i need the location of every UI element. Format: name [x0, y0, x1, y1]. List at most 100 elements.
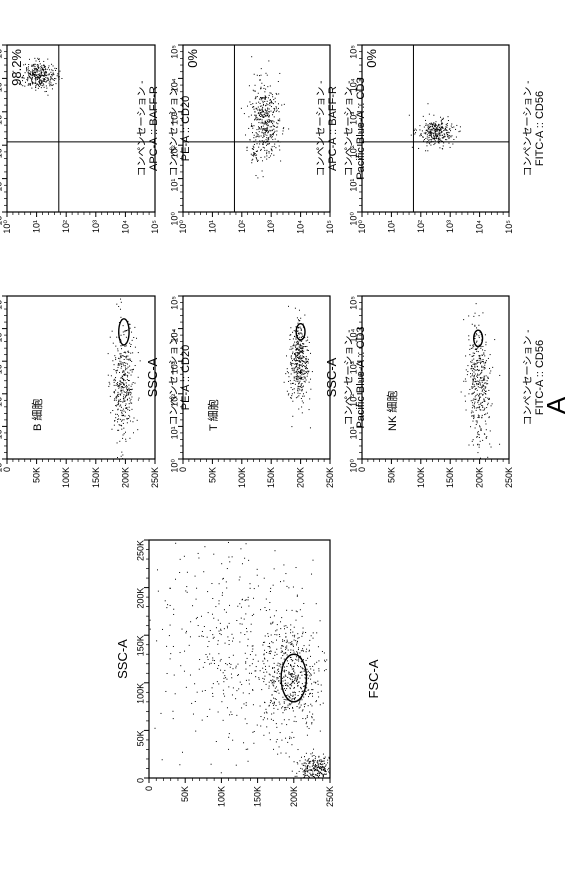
event-dot — [262, 137, 263, 138]
event-dot — [108, 353, 109, 354]
event-dot — [260, 609, 261, 610]
event-dot — [306, 365, 307, 366]
event-dot — [455, 129, 456, 130]
event-dot — [267, 113, 268, 114]
event-dot — [482, 391, 483, 392]
event-dot — [482, 355, 483, 356]
event-dot — [299, 337, 300, 338]
event-dot — [223, 690, 224, 691]
event-dot — [314, 768, 315, 769]
event-dot — [150, 629, 151, 630]
event-dot — [124, 375, 125, 376]
event-dot — [302, 412, 303, 413]
event-dot — [122, 415, 123, 416]
plot-frame — [149, 540, 330, 778]
event-dot — [252, 103, 253, 104]
event-dot — [253, 125, 254, 126]
quadrant-percentage: 0% — [185, 49, 200, 68]
event-dot — [289, 736, 290, 737]
event-dot — [45, 68, 46, 69]
event-dot — [115, 390, 116, 391]
event-dot — [447, 123, 448, 124]
event-dot — [225, 663, 226, 664]
event-dot — [129, 416, 130, 417]
event-dot — [117, 382, 118, 383]
event-dot — [243, 692, 244, 693]
event-dot — [257, 75, 258, 76]
event-dot — [297, 344, 298, 345]
event-dot — [245, 718, 246, 719]
event-dot — [292, 383, 293, 384]
event-dot — [302, 373, 303, 374]
event-dot — [309, 773, 310, 774]
event-dot — [222, 592, 223, 593]
event-dot — [245, 613, 246, 614]
event-dot — [114, 364, 115, 365]
event-dot — [46, 81, 47, 82]
event-dot — [280, 161, 281, 162]
event-dot — [265, 121, 266, 122]
event-dot — [298, 377, 299, 378]
event-dot — [301, 352, 302, 353]
event-dot — [31, 66, 32, 67]
y-axis-title: SSC-A — [145, 357, 160, 397]
event-dot — [44, 78, 45, 79]
event-dot — [218, 683, 219, 684]
event-dot — [429, 134, 430, 135]
event-dot — [299, 310, 300, 311]
event-dot — [297, 638, 298, 639]
event-dot — [281, 658, 282, 659]
event-dot — [266, 159, 267, 160]
event-dot — [50, 76, 51, 77]
event-dot — [120, 425, 121, 426]
event-dot — [250, 588, 251, 589]
event-dot — [309, 763, 310, 764]
event-dot — [302, 648, 303, 649]
event-dot — [308, 371, 309, 372]
event-dot — [303, 371, 304, 372]
event-dot — [231, 674, 232, 675]
event-dot — [120, 357, 121, 358]
event-dot — [276, 108, 277, 109]
event-dot — [427, 136, 428, 137]
event-dot — [180, 652, 181, 653]
event-dot — [274, 568, 275, 569]
event-dot — [186, 631, 187, 632]
event-dot — [25, 64, 26, 65]
event-dot — [299, 637, 300, 638]
event-dot — [54, 80, 55, 81]
event-dot — [255, 153, 256, 154]
event-dot — [35, 74, 36, 75]
event-dot — [295, 339, 296, 340]
event-dot — [125, 405, 126, 406]
event-dot — [313, 638, 314, 639]
event-dot — [435, 125, 436, 126]
event-dot — [116, 405, 117, 406]
event-dot — [122, 362, 123, 363]
event-dot — [287, 391, 288, 392]
event-dot — [439, 134, 440, 135]
event-dot — [292, 332, 293, 333]
event-dot — [423, 140, 424, 141]
event-dot — [296, 374, 297, 375]
event-dot — [292, 393, 293, 394]
event-dot — [122, 410, 123, 411]
event-dot — [294, 372, 295, 373]
event-dot — [428, 133, 429, 134]
event-dot — [262, 132, 263, 133]
event-dot — [317, 763, 318, 764]
event-dot — [138, 352, 139, 353]
event-dot — [46, 85, 47, 86]
event-dot — [270, 135, 271, 136]
event-dot — [298, 386, 299, 387]
event-dot — [304, 706, 305, 707]
event-dot — [484, 409, 485, 410]
event-dot — [306, 722, 307, 723]
event-dot — [427, 103, 428, 104]
event-dot — [129, 438, 130, 439]
event-dot — [301, 688, 302, 689]
event-dot — [249, 693, 250, 694]
event-dot — [319, 773, 320, 774]
event-dot — [485, 362, 486, 363]
event-dot — [309, 711, 310, 712]
